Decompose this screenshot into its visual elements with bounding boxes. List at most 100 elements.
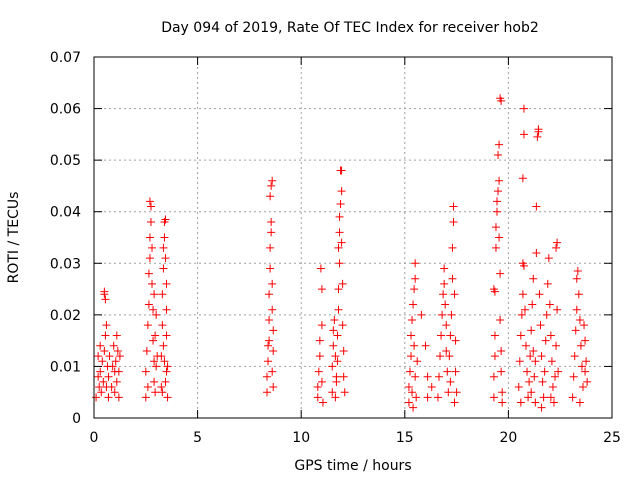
y-tick-label: 0	[72, 411, 81, 427]
data-point	[329, 326, 338, 335]
data-point	[495, 176, 504, 185]
data-point	[450, 398, 459, 407]
data-point	[333, 357, 342, 366]
data-point	[443, 367, 452, 376]
data-point	[451, 336, 460, 345]
data-point	[265, 316, 274, 325]
data-point	[151, 388, 160, 397]
data-point	[338, 279, 347, 288]
data-point	[404, 398, 413, 407]
data-point	[423, 372, 432, 381]
data-point	[265, 290, 274, 299]
data-point	[421, 341, 430, 350]
data-point	[434, 372, 443, 381]
data-point	[269, 383, 278, 392]
data-point	[337, 238, 346, 247]
data-point	[494, 187, 503, 196]
data-point	[111, 357, 120, 366]
data-point	[516, 398, 525, 407]
data-point	[529, 346, 538, 355]
data-point	[146, 202, 155, 211]
data-point	[162, 305, 171, 314]
data-point	[113, 346, 122, 355]
data-point	[339, 372, 348, 381]
data-point	[407, 331, 416, 340]
data-point	[142, 346, 151, 355]
data-point	[445, 352, 454, 361]
data-point	[108, 362, 117, 371]
data-point	[408, 388, 417, 397]
y-tick-label: 0.01	[50, 359, 81, 375]
data-point	[269, 326, 278, 335]
data-point	[439, 290, 448, 299]
data-point	[267, 228, 276, 237]
data-point	[423, 393, 432, 402]
data-point	[338, 321, 347, 330]
data-point	[313, 383, 322, 392]
data-point	[315, 352, 324, 361]
data-point	[553, 305, 562, 314]
data-point	[551, 372, 560, 381]
data-point	[158, 321, 167, 330]
data-point	[581, 336, 590, 345]
data-point	[577, 362, 586, 371]
data-point	[329, 341, 338, 350]
data-point	[110, 388, 119, 397]
data-point	[531, 398, 540, 407]
data-point	[150, 377, 159, 386]
chart-title: Day 094 of 2019, Rate Of TEC Index for r…	[161, 20, 539, 36]
data-point	[101, 295, 110, 304]
data-point	[495, 233, 504, 242]
data-point	[543, 279, 552, 288]
data-point	[542, 310, 551, 319]
data-point	[331, 352, 340, 361]
y-tick-label: 0.03	[50, 256, 81, 272]
data-point	[95, 383, 104, 392]
data-point	[552, 243, 561, 252]
data-point	[145, 197, 154, 206]
data-point	[104, 372, 113, 381]
data-point	[163, 393, 172, 402]
data-point	[151, 331, 160, 340]
data-point	[497, 367, 506, 376]
data-point	[266, 264, 275, 273]
data-point	[318, 398, 327, 407]
data-point	[537, 352, 546, 361]
data-point	[537, 403, 546, 412]
data-point	[497, 96, 506, 105]
data-point	[570, 352, 579, 361]
data-point	[442, 346, 451, 355]
data-point	[517, 310, 526, 319]
data-point	[160, 233, 169, 242]
data-point	[437, 331, 446, 340]
data-point	[163, 362, 172, 371]
data-point	[450, 290, 459, 299]
data-point	[101, 331, 110, 340]
data-point	[161, 377, 170, 386]
data-point	[539, 393, 548, 402]
y-tick-label: 0.05	[50, 153, 81, 169]
data-point	[107, 383, 116, 392]
data-point	[148, 243, 157, 252]
data-point	[264, 341, 273, 350]
data-point	[114, 367, 123, 376]
data-point	[267, 181, 276, 190]
data-point	[159, 341, 168, 350]
y-tick-label: 0.02	[50, 308, 81, 324]
x-tick-label: 10	[292, 430, 310, 446]
data-point	[489, 285, 498, 294]
data-point	[97, 388, 106, 397]
data-point	[105, 352, 114, 361]
data-point	[152, 362, 161, 371]
data-point	[150, 290, 159, 299]
data-point	[161, 254, 170, 263]
data-point	[489, 393, 498, 402]
data-point	[263, 372, 272, 381]
data-point	[328, 388, 337, 397]
data-point	[411, 274, 420, 283]
data-point	[150, 357, 159, 366]
data-point	[269, 346, 278, 355]
data-point	[100, 287, 109, 296]
data-point	[527, 326, 536, 335]
data-point	[407, 352, 416, 361]
